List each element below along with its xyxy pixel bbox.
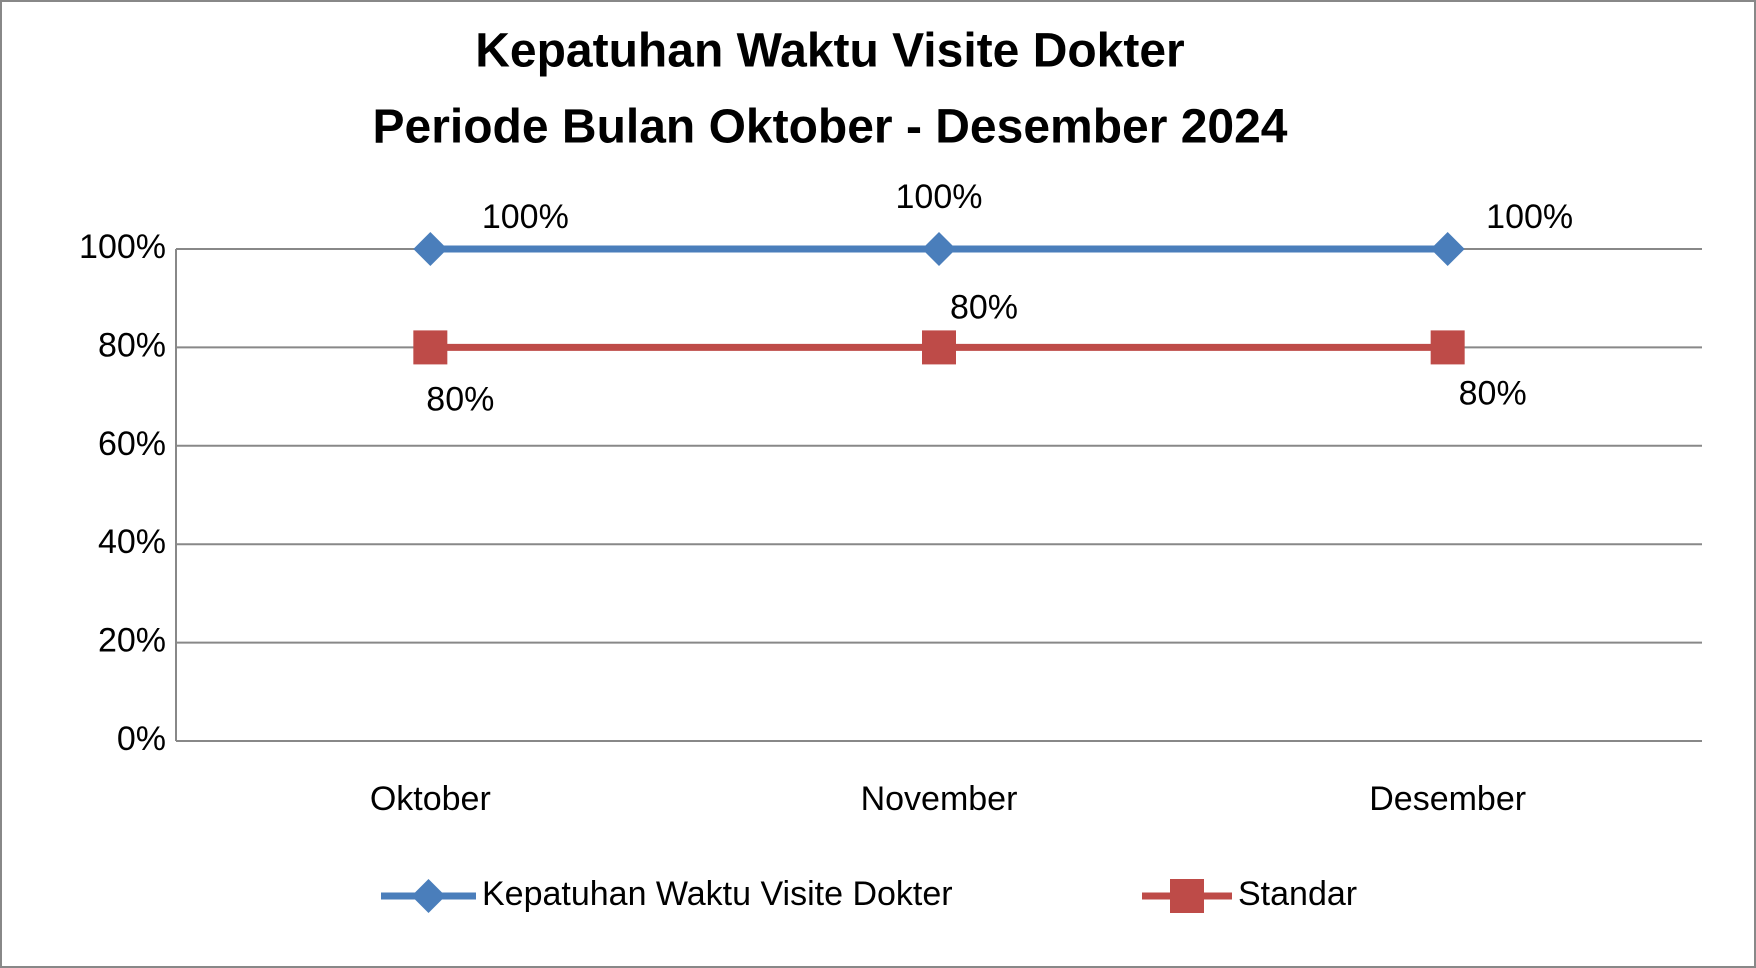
- marker: [413, 232, 448, 266]
- y-tick-label: 60%: [98, 425, 166, 463]
- data-label: 100%: [482, 198, 569, 236]
- marker: [1430, 330, 1465, 365]
- data-label: 80%: [950, 288, 1018, 326]
- data-label: 100%: [1486, 198, 1573, 236]
- legend-label: Standar: [1238, 875, 1357, 913]
- x-tick-label: Desember: [1369, 780, 1526, 818]
- data-label: 80%: [1459, 374, 1527, 412]
- marker: [411, 879, 446, 913]
- data-label: 80%: [426, 380, 494, 418]
- y-tick-label: 100%: [79, 228, 166, 266]
- x-tick-label: Oktober: [370, 780, 491, 818]
- marker: [1170, 879, 1204, 913]
- chart-title: Periode Bulan Oktober - Desember 2024: [373, 101, 1288, 154]
- data-label: 100%: [896, 178, 983, 216]
- y-tick-label: 80%: [98, 326, 166, 364]
- marker: [1430, 232, 1465, 266]
- marker: [413, 330, 448, 365]
- legend-label: Kepatuhan Waktu Visite Dokter: [482, 875, 953, 913]
- y-tick-label: 40%: [98, 523, 166, 561]
- x-tick-label: November: [861, 780, 1018, 818]
- y-tick-label: 0%: [117, 720, 166, 758]
- marker: [922, 330, 956, 365]
- y-tick-label: 20%: [98, 622, 166, 660]
- marker: [922, 232, 956, 266]
- chart-title: Kepatuhan Waktu Visite Dokter: [475, 25, 1184, 78]
